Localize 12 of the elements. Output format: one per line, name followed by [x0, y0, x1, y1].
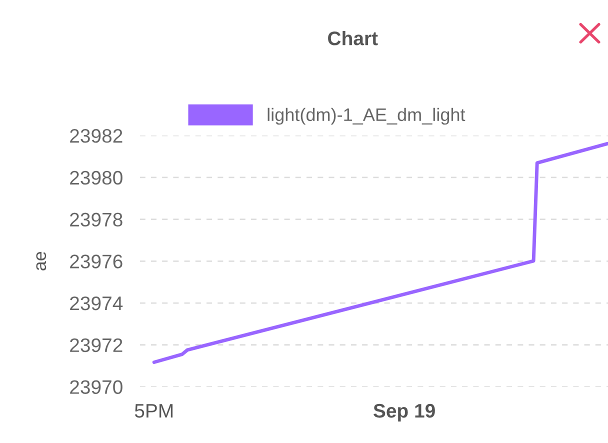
x-tick-label: 5PM — [134, 404, 173, 418]
y-tick-label: 23972 — [70, 338, 122, 352]
y-tick-label: 23970 — [70, 380, 122, 394]
y-tick-label: 23982 — [70, 129, 122, 143]
y-tick-label: 23980 — [70, 170, 122, 185]
y-axis-title: ae — [36, 252, 46, 270]
chart-title: Chart — [328, 31, 378, 46]
y-tick-label: 23974 — [70, 296, 123, 310]
x-tick-label: Sep 19 — [374, 404, 435, 422]
y-tick-label: 23978 — [70, 212, 122, 227]
y-tick-label: 23976 — [70, 254, 122, 268]
legend-label: light(dm)-1_AE_dm_light — [268, 108, 466, 125]
